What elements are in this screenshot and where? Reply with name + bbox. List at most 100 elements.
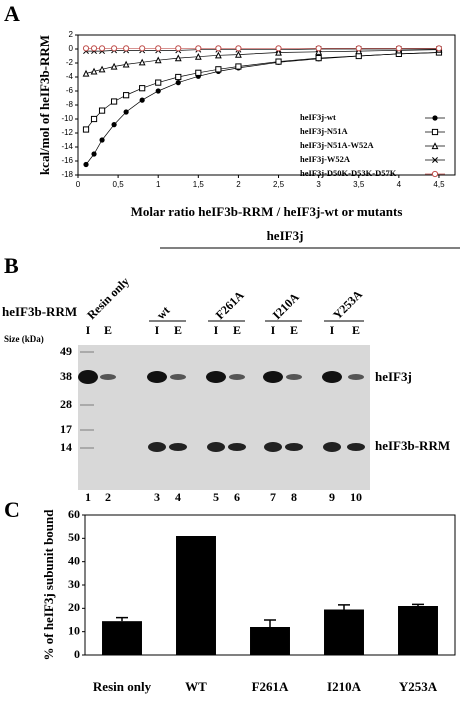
- bar: [250, 627, 290, 655]
- point: [195, 69, 202, 76]
- legend-label: heIF3j-wt: [300, 112, 336, 122]
- lane-number: 4: [175, 490, 181, 504]
- y-tick-label: -8: [66, 100, 74, 109]
- ladder-band: [80, 351, 94, 353]
- point: [315, 45, 322, 52]
- y-tick-label: 60: [68, 507, 80, 521]
- band-label: heIF3b-RRM: [375, 438, 450, 453]
- y-tick-label: 0: [74, 647, 80, 661]
- y-tick-label: -12: [61, 128, 73, 137]
- y-tick-label: 10: [68, 623, 80, 637]
- x-tick-label: 3,5: [353, 180, 365, 189]
- construct-label: heIF3b-RRM: [2, 304, 77, 319]
- lane-number: 3: [154, 490, 160, 504]
- point: [82, 45, 90, 52]
- error-bar: [264, 619, 276, 627]
- point: [214, 51, 222, 59]
- lane-number: 9: [329, 490, 335, 504]
- size-marker: 28: [60, 397, 72, 411]
- point: [90, 67, 98, 75]
- series-line: [85, 49, 439, 74]
- y-tick-label: -18: [61, 170, 73, 179]
- point: [90, 115, 98, 123]
- point: [123, 92, 130, 99]
- x-tick-label: 1,5: [193, 180, 205, 189]
- band: [148, 442, 166, 452]
- band: [169, 443, 187, 451]
- legend-label: heIF3j-N51A: [300, 126, 349, 136]
- ladder-band: [80, 404, 94, 406]
- error-bar: [116, 616, 128, 622]
- point: [122, 60, 130, 68]
- y-axis-label: kcal/mol of heIF3b-RRM: [37, 35, 52, 175]
- lane-group-label: I210A: [270, 290, 302, 322]
- band: [170, 374, 186, 380]
- size-marker: 14: [60, 440, 72, 454]
- point: [435, 45, 443, 52]
- point: [139, 85, 146, 92]
- lane-number: 6: [234, 490, 240, 504]
- legend-label: heIF3j-D50K-D53K-D57K: [300, 168, 397, 178]
- series-line: [85, 52, 439, 165]
- y-tick-label: 0: [69, 44, 74, 53]
- panel-label: B: [4, 253, 19, 278]
- point: [111, 122, 117, 128]
- x-axis-label: Molar ratio heIF3b-RRM / heIF3j-wt or mu…: [131, 204, 403, 219]
- point: [110, 62, 118, 70]
- y-tick-label: -14: [61, 142, 73, 151]
- ladder-band: [80, 429, 94, 431]
- x-tick-label: 3: [316, 180, 321, 189]
- lane-type: E: [174, 323, 182, 337]
- x-tick-label: 4,5: [433, 180, 445, 189]
- point: [432, 157, 438, 163]
- x-tick-label: Y253A: [399, 679, 438, 694]
- point: [110, 98, 118, 105]
- y-tick-label: 20: [68, 600, 80, 614]
- point: [235, 63, 242, 70]
- y-axis-label: % of heIF3j subunit bound: [41, 509, 56, 661]
- legend-label: heIF3j-N51A-W52A: [300, 140, 375, 150]
- point: [82, 126, 90, 133]
- bar: [102, 621, 142, 655]
- band: [78, 370, 98, 384]
- lane-type: I: [86, 323, 91, 337]
- point: [431, 142, 439, 150]
- lane-number: 7: [270, 490, 276, 504]
- lane-type: E: [352, 323, 360, 337]
- point: [431, 170, 439, 178]
- y-tick-label: -4: [66, 72, 74, 81]
- point: [155, 45, 162, 52]
- band: [100, 374, 116, 380]
- point: [175, 80, 181, 86]
- y-tick-label: 40: [68, 553, 80, 567]
- band: [348, 374, 364, 380]
- point: [175, 73, 182, 81]
- lane-number: 8: [291, 490, 297, 504]
- point: [90, 45, 98, 52]
- lane-type: I: [155, 323, 160, 337]
- lane-type: I: [271, 323, 276, 337]
- x-tick-label: Resin only: [93, 679, 152, 694]
- size-marker: 38: [60, 369, 72, 383]
- point: [98, 45, 106, 52]
- gel-background: [78, 345, 370, 490]
- point: [431, 128, 439, 136]
- size-label: Size (kDa): [4, 334, 44, 344]
- point: [83, 161, 89, 168]
- lane-number: 10: [350, 490, 362, 504]
- point: [174, 54, 182, 62]
- bar: [176, 536, 216, 655]
- lane-type: I: [330, 323, 335, 337]
- lane-group-label: F261A: [213, 288, 247, 322]
- band-label: heIF3j: [375, 369, 412, 384]
- x-tick-label: 0: [76, 180, 81, 189]
- x-tick-label: 4: [397, 180, 402, 189]
- point: [235, 45, 242, 52]
- band: [323, 442, 341, 452]
- gel-title: heIF3j: [267, 228, 304, 243]
- point: [315, 48, 323, 55]
- band: [207, 442, 225, 452]
- size-marker: 49: [60, 344, 72, 358]
- panel-label: A: [4, 1, 20, 26]
- y-tick-label: 50: [68, 530, 80, 544]
